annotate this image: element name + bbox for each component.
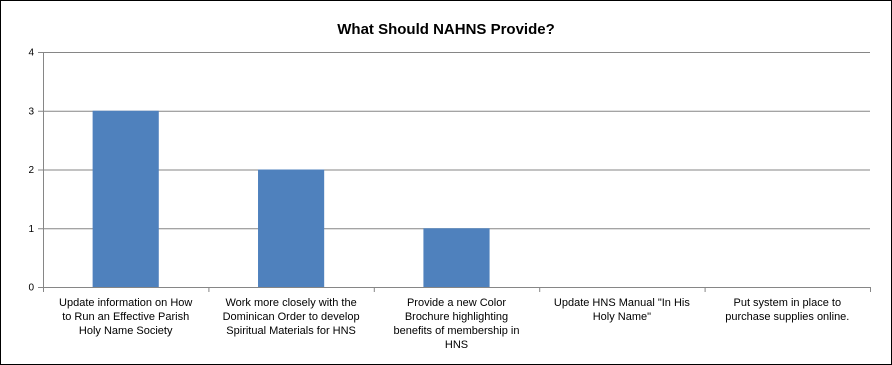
axes <box>38 52 871 292</box>
y-tick-label: 4 <box>28 48 34 59</box>
x-category-label-line: Update HNS Manual "In His <box>554 297 690 309</box>
x-category-label-line: Put system in place to <box>733 297 841 309</box>
x-category-label-line: benefits of membership in <box>394 325 520 337</box>
y-tick-label: 3 <box>28 106 34 117</box>
x-category-label: Update information on How to Run an Effec… <box>59 297 192 337</box>
x-category-label-line: Holy Name" <box>593 311 651 323</box>
x-category-label: Provide a new Color Brochure highlighting… <box>394 297 520 351</box>
x-category-label: Put system in place to purchase supplies … <box>725 297 849 323</box>
x-category-label-line: Spiritual Materials for HNS <box>226 325 356 337</box>
x-category-label-line: Provide a new Color <box>407 297 506 309</box>
y-tick-label: 2 <box>28 165 34 176</box>
x-category-label-line: Work more closely with the <box>225 297 356 309</box>
x-category-label-line: Holy Name Society <box>79 325 173 337</box>
bar <box>258 169 325 287</box>
bar <box>423 228 490 287</box>
y-tick-labels: 0 1 2 3 4 <box>28 48 34 294</box>
bar <box>92 110 159 287</box>
x-category-label: Update HNS Manual "In His Holy Name" <box>554 297 690 323</box>
y-tick-label: 1 <box>28 224 34 235</box>
x-category-label-line: purchase supplies online. <box>725 311 849 323</box>
x-category-label-line: Brochure highlighting <box>405 311 508 323</box>
y-tick-label: 0 <box>28 283 34 294</box>
bars <box>92 110 490 287</box>
x-category-label-line: HNS <box>445 339 468 351</box>
x-category-label-line: to Run an Effective Parish <box>62 311 189 323</box>
x-category-labels: Update information on How to Run an Effec… <box>59 297 849 351</box>
x-category-label: Work more closely with the Dominican Orde… <box>223 297 360 337</box>
x-category-label-line: Update information on How <box>59 297 192 309</box>
x-category-label-line: Dominican Order to develop <box>223 311 360 323</box>
chart-title: What Should NAHNS Provide? <box>337 21 555 38</box>
